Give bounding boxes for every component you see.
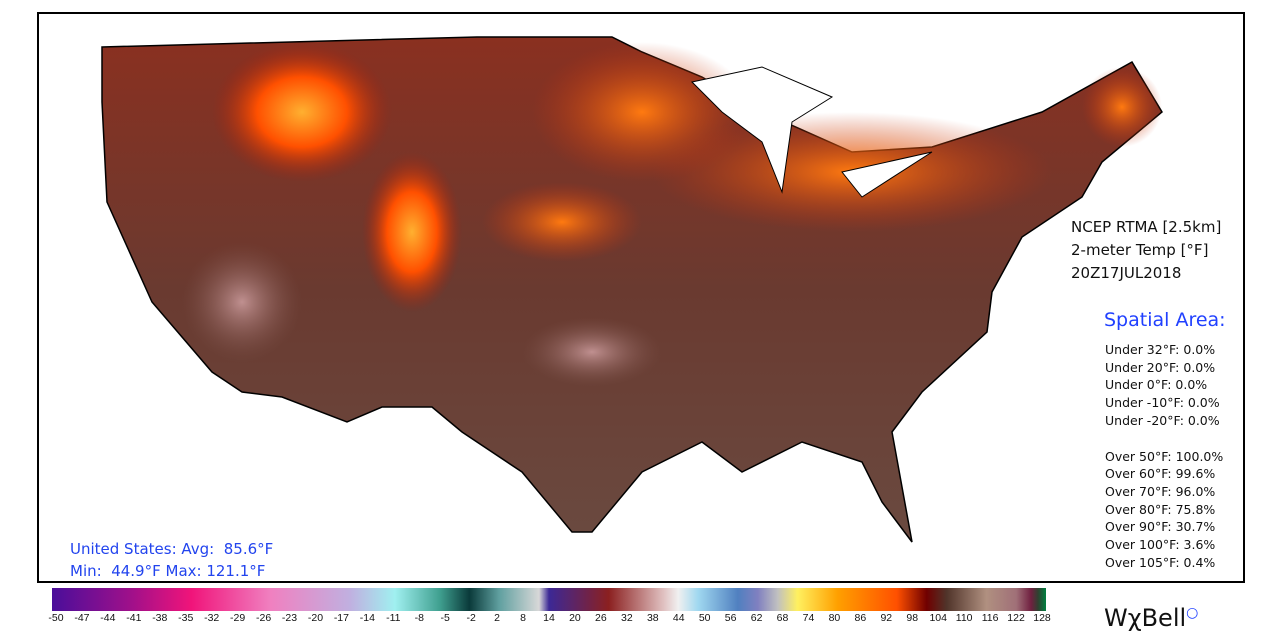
temperature-map <box>101 36 1163 543</box>
colorbar-tick-label: -26 <box>255 612 272 624</box>
colorbar-tick-label: -23 <box>281 612 298 624</box>
us-summary: United States: Avg: 85.6°F Min: 44.9°F Ma… <box>70 538 273 582</box>
colorbar-tick-label: 80 <box>828 612 841 624</box>
colorbar-tick-label: -44 <box>100 612 116 624</box>
colorbar-tick-label: 2 <box>494 612 501 624</box>
stat-under: Under 32°F: 0.0% <box>1105 342 1216 357</box>
stat-under: Under 20°F: 0.0% <box>1105 359 1216 375</box>
colorbar-ticks: -50 -47 -44 -41 -38 -35 -32 -29 -26 -23 -20 -17 -14-… <box>44 612 1054 626</box>
wxbell-logo: WχBell○ <box>1104 604 1199 632</box>
colorbar-tick-label: 68 <box>776 612 789 624</box>
colorbar-tick-label: -8 <box>414 612 424 624</box>
spatial-area-stats: Under 32°F: 0.0% Under 20°F: 0.0% Under … <box>1105 341 1223 571</box>
colorbar-tick-label: 98 <box>906 612 919 624</box>
us-average: United States: Avg: 85.6°F <box>70 540 274 558</box>
colorbar-tick-label: 122 <box>1007 612 1025 624</box>
colorbar-tick-label: -50 <box>48 612 64 624</box>
colorbar-tick-label: 92 <box>880 612 893 624</box>
valid-time-label: 20Z17JUL2018 <box>1071 264 1182 282</box>
map-frame <box>37 12 1245 583</box>
colorbar-tick-label: 26 <box>595 612 607 624</box>
us-min-max: Min: 44.9°F Max: 121.1°F <box>70 562 266 580</box>
colorbar-tick-label: 8 <box>520 612 526 624</box>
colorbar-tick-label: 50 <box>698 612 711 624</box>
stat-over: Over 90°F: 30.7% <box>1105 519 1216 535</box>
colorbar-tick-label: 74 <box>802 612 815 624</box>
colorbar-tick-label: 128 <box>1033 612 1051 624</box>
colorbar-tick-label: 116 <box>981 612 999 624</box>
logo-circle-icon: ○ <box>1186 605 1199 621</box>
colorbar-tick-label: 86 <box>854 612 867 624</box>
stat-under: Under -20°F: 0.0% <box>1105 412 1220 428</box>
variable-label: 2-meter Temp [°F] <box>1071 241 1209 259</box>
colorbar-tick-label: 56 <box>724 612 737 624</box>
colorbar-tick-label: 14 <box>543 612 555 624</box>
colorbar-tick-label: 110 <box>955 612 973 624</box>
colorbar-tick-label: -32 <box>204 612 220 624</box>
stat-under: Under 0°F: 0.0% <box>1105 377 1208 393</box>
colorbar-tick-label: -20 <box>307 612 324 624</box>
colorbar <box>52 588 1046 611</box>
stat-over: Over 70°F: 96.0% <box>1105 483 1216 499</box>
colorbar-tick-label: -14 <box>359 612 375 624</box>
colorbar-tick-label: 62 <box>750 612 763 624</box>
colorbar-tick-label: 44 <box>672 612 685 624</box>
stat-over: Over 60°F: 99.6% <box>1105 466 1216 482</box>
stat-over: Over 50°F: 100.0% <box>1105 448 1224 464</box>
colorbar-tick-label: -38 <box>152 612 168 624</box>
colorbar-tick-label: -35 <box>178 612 194 624</box>
colorbar-tick-label: -5 <box>440 612 450 624</box>
colorbar-tick-label: -29 <box>230 612 246 624</box>
colorbar-tick-label: -2 <box>466 612 476 624</box>
stat-over: Over 105°F: 0.4% <box>1105 554 1216 570</box>
colorbar-tick-label: -17 <box>333 612 349 624</box>
stat-under: Under -10°F: 0.0% <box>1105 395 1220 411</box>
colorbar-tick-label: 20 <box>569 612 581 624</box>
stat-over: Over 80°F: 75.8% <box>1105 501 1216 517</box>
colorbar-tick-label: 38 <box>646 612 659 624</box>
colorbar-tick-label: -11 <box>386 612 401 624</box>
product-title: NCEP RTMA [2.5km] 2-meter Temp [°F] 20Z1… <box>1071 216 1221 285</box>
stat-over: Over 100°F: 3.6% <box>1105 537 1216 553</box>
colorbar-tick-label: 32 <box>620 612 633 624</box>
spatial-area-heading: Spatial Area: <box>1104 309 1226 331</box>
colorbar-tick-label: -41 <box>126 612 142 624</box>
colorbar-tick-label: -47 <box>74 612 90 624</box>
great-lakes <box>690 66 933 198</box>
model-label: NCEP RTMA [2.5km] <box>1071 218 1222 236</box>
colorbar-tick-label: 104 <box>929 612 947 624</box>
